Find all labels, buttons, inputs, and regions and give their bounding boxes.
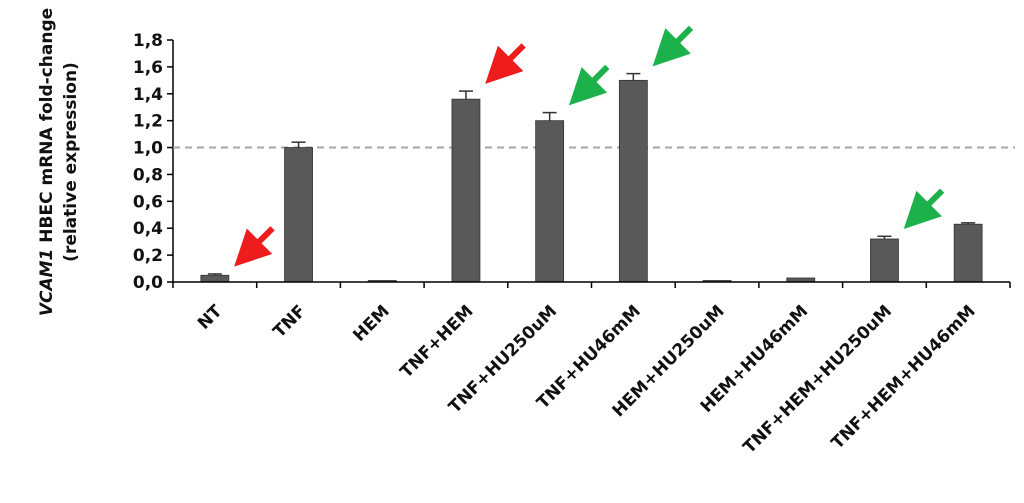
x-tick-label: TNF+HEM+HU250uM xyxy=(740,301,896,457)
y-tick-label: 1,0 xyxy=(133,139,163,159)
bar xyxy=(200,274,230,283)
x-tick-label: NT xyxy=(194,301,227,334)
y-axis-title-gene: VCAM1 xyxy=(37,249,57,317)
red-arrow xyxy=(485,43,526,84)
green-arrow xyxy=(568,64,610,106)
x-tick-label: TNF xyxy=(269,301,310,342)
y-tick-label: 0,0 xyxy=(133,273,163,293)
bar xyxy=(618,79,648,283)
y-axis-title-line2: (relative expression) xyxy=(61,62,81,262)
green-arrow xyxy=(903,188,945,230)
y-tick-label: 1,4 xyxy=(133,85,163,105)
annotation-arrows xyxy=(234,25,945,267)
y-axis-title-rest: HBEC mRNA fold-change xyxy=(37,8,57,249)
y-tick-label: 1,6 xyxy=(133,58,163,78)
y-tick-label: 0,6 xyxy=(133,192,163,212)
bar xyxy=(451,98,481,283)
bar xyxy=(870,238,899,283)
y-tick-label: 0,4 xyxy=(133,219,163,239)
y-axis: 0,0 0,2 0,4 0,6 0,8 1,0 1,2 1,4 1,6 1,8 xyxy=(133,31,174,293)
y-tick-label: 1,2 xyxy=(133,112,163,132)
x-tick-label: HEM xyxy=(349,301,393,345)
y-tick-label: 0,8 xyxy=(133,165,163,185)
x-tick-label: TNF+HEM xyxy=(397,301,478,382)
bar xyxy=(953,223,983,283)
x-tick-label: TNF+HEM+HU46mM xyxy=(828,301,980,453)
red-arrow xyxy=(234,226,275,267)
y-tick-label: 1,8 xyxy=(133,31,163,51)
bar xyxy=(284,147,313,283)
bars xyxy=(200,72,983,283)
y-tick-label: 0,2 xyxy=(133,246,163,266)
x-axis xyxy=(172,281,1011,288)
bar xyxy=(535,120,565,283)
green-arrow xyxy=(652,25,694,67)
y-axis-title-line1: VCAM1 HBEC mRNA fold-change xyxy=(37,8,57,316)
y-axis-title: VCAM1 HBEC mRNA fold-change (relative ex… xyxy=(37,8,81,316)
x-tick-labels: NT TNF HEM TNF+HEMTNF+HU250uMTNF+HU46mMHEM+… xyxy=(194,301,980,458)
